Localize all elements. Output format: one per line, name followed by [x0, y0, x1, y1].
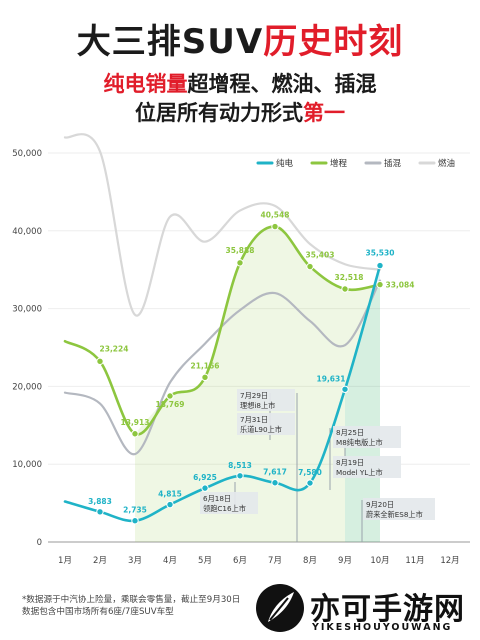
x-tick-label: 11月 [405, 556, 424, 566]
data-label: 33,084 [386, 281, 415, 290]
annotation-date: 9月20日 [366, 500, 394, 509]
legend-label: 插混 [384, 158, 402, 169]
data-label: 23,224 [100, 344, 129, 353]
data-label: 35,888 [226, 246, 255, 255]
annotation-box [363, 498, 435, 520]
data-label: 35,403 [306, 251, 335, 260]
data-point [96, 508, 104, 516]
annotation-event: 蔚来全新ES8上市 [366, 510, 423, 519]
data-label: 8,513 [228, 461, 252, 470]
y-tick-label: 10,000 [12, 460, 42, 470]
legend-label: 燃油 [438, 158, 455, 169]
data-point [306, 262, 314, 271]
headline-part: 大三排SUV [76, 22, 264, 62]
series-area-erev [135, 226, 380, 542]
data-point [166, 392, 174, 400]
data-label: 32,518 [335, 273, 364, 282]
data-point [376, 280, 384, 289]
annotation-event: Model YL上市 [336, 468, 383, 477]
annotation-event: 乐道L90上市 [240, 425, 282, 434]
data-label: 7,617 [263, 468, 287, 477]
annotation-box [333, 456, 401, 478]
brand-logo-icon [256, 584, 304, 632]
brand-subtitle: YIKESHOUYOUWANG [312, 622, 453, 633]
data-point [96, 357, 104, 366]
data-label: 7,580 [298, 468, 322, 477]
data-label: 21,166 [191, 361, 220, 370]
annotation-box [237, 389, 295, 411]
data-point [376, 261, 384, 270]
data-point [271, 479, 279, 487]
data-label: 3,883 [88, 497, 112, 506]
x-tick-label: 5月 [198, 556, 212, 566]
y-tick-label: 50,000 [12, 149, 42, 159]
annotation-box [333, 426, 401, 448]
data-label: 19,631 [317, 374, 346, 383]
x-tick-label: 7月 [268, 556, 282, 566]
brand-watermark: 亦可手游网 YIKESHOUYOUWANG [246, 580, 476, 636]
y-tick-label: 20,000 [12, 382, 42, 392]
x-tick-label: 3月 [128, 556, 142, 566]
data-point [271, 222, 279, 231]
data-label: 6,925 [193, 473, 217, 482]
x-tick-label: 8月 [303, 556, 317, 566]
data-label: 35,530 [366, 249, 395, 258]
headline-subtitle: 纯电销量超增程、燃油、插混 位居所有动力形式第一 [0, 70, 480, 128]
y-tick-label: 40,000 [12, 227, 42, 237]
data-label: 2,735 [123, 506, 147, 515]
legend-label: 增程 [330, 158, 348, 169]
data-point [341, 285, 349, 293]
data-point [131, 430, 139, 438]
data-point [166, 500, 174, 509]
annotation-event: M8纯电版上市 [336, 438, 383, 447]
legend-label: 纯电 [276, 158, 294, 169]
data-point [236, 259, 244, 267]
footnote-scope: 数据包含中国市场所有6座/7座SUV车型 [22, 607, 174, 617]
headline-highlight: 历史时刻 [263, 22, 404, 62]
y-tick-label: 30,000 [12, 305, 42, 315]
footnote-source: *数据源于中汽协上险量，乘联会零售量，截止至9月30日 [22, 595, 241, 605]
data-point [131, 517, 139, 525]
data-label: 18,769 [156, 400, 185, 409]
annotation-box [200, 492, 258, 514]
data-label: 40,548 [261, 211, 290, 220]
subtitle-part-2: 位居所有动力形式 [135, 101, 303, 125]
annotation-date: 8月19日 [336, 458, 364, 467]
series-line-fuel [63, 133, 382, 317]
x-tick-label: 12月 [440, 556, 459, 566]
data-point [201, 484, 209, 492]
series-line-erev [63, 225, 382, 436]
annotation-date: 7月31日 [240, 415, 268, 424]
annotation-box [237, 413, 295, 435]
subtitle-highlight-2: 第一 [303, 101, 345, 125]
headline-line1: 大三排SUV历史时刻 [0, 14, 480, 63]
x-tick-label: 10月 [370, 556, 389, 566]
data-point [341, 385, 349, 393]
data-point [201, 373, 209, 382]
annotation-event: 理想i8上市 [240, 401, 275, 410]
x-tick-label: 9月 [338, 556, 352, 566]
series-line-phev [63, 279, 382, 456]
subtitle-part: 超增程、燃油、插混 [187, 72, 377, 96]
annotation-date: 6月18日 [203, 494, 231, 503]
annotation-date: 7月29日 [240, 391, 268, 400]
data-point [236, 472, 244, 480]
y-tick-label: 0 [37, 538, 42, 548]
annotation-event: 领跑C16上市 [203, 504, 246, 513]
subtitle-highlight: 纯电销量 [103, 72, 188, 96]
data-point [306, 479, 314, 487]
annotation-date: 8月25日 [336, 428, 364, 437]
brand-name: 亦可手游网 [310, 592, 465, 627]
footnotes: *数据源于中汽协上险量，乘联会零售量，截止至9月30日 数据包含中国市场所有6座… [22, 594, 240, 618]
data-label: 13,913 [121, 418, 150, 427]
data-label: 4,815 [158, 490, 182, 499]
x-tick-label: 1月 [58, 556, 72, 566]
x-tick-label: 4月 [163, 556, 177, 566]
x-tick-label: 2月 [93, 556, 107, 566]
x-tick-label: 6月 [233, 556, 247, 566]
